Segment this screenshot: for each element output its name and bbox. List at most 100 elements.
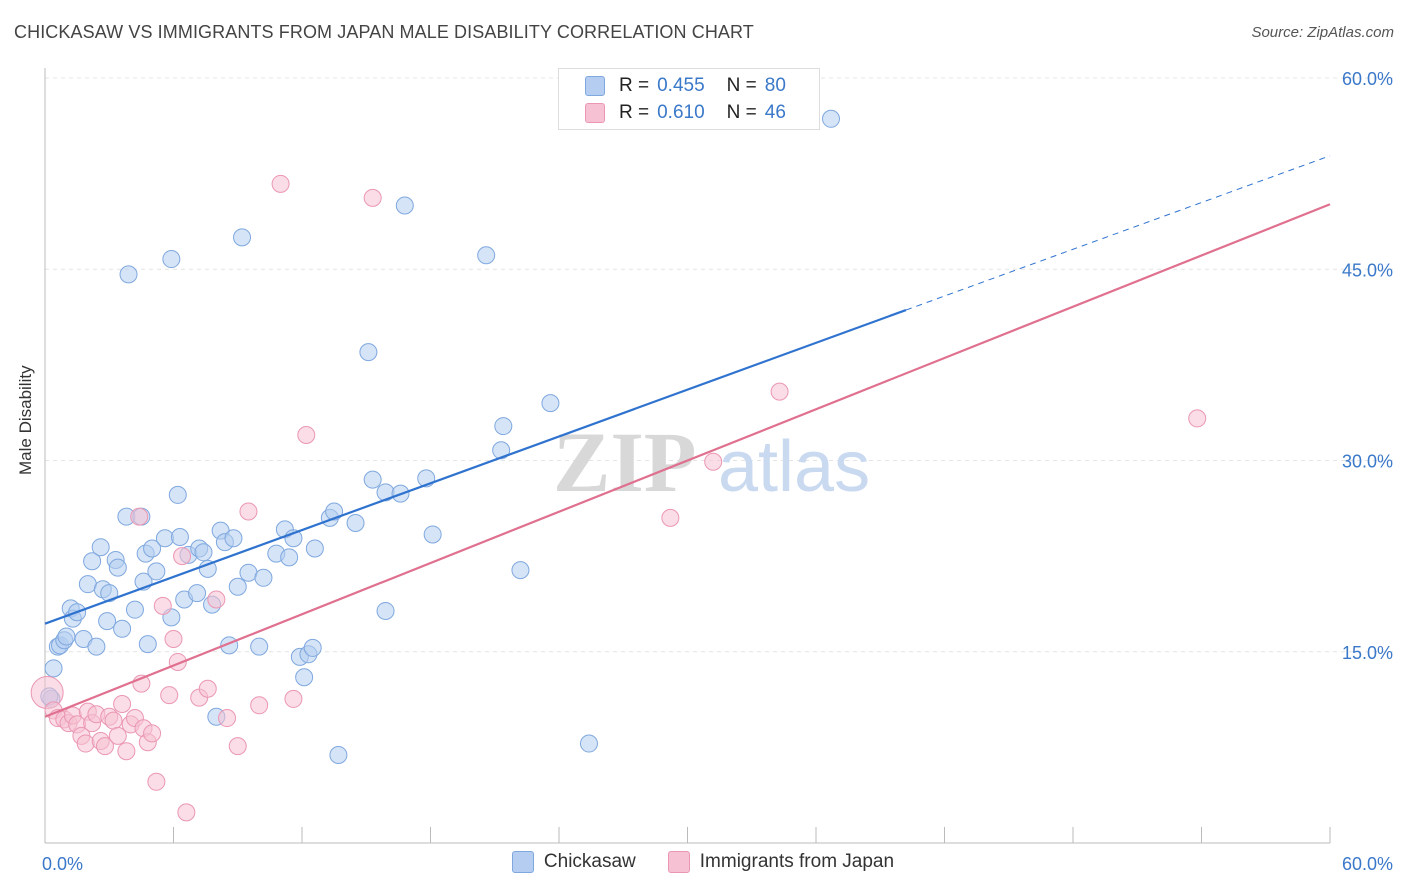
chickasaw-point	[57, 627, 76, 646]
japan-point	[177, 803, 196, 822]
japan-point	[153, 596, 172, 615]
chickasaw-point	[91, 538, 110, 557]
legend-r-label: R =	[619, 102, 650, 123]
chickasaw-point	[108, 558, 127, 577]
japan-point	[207, 590, 226, 609]
series-swatch-chickasaw	[511, 851, 534, 873]
y-tick-label: 15.0%	[1342, 643, 1393, 663]
japan-point	[143, 724, 162, 743]
chickasaw-point	[305, 539, 324, 558]
legend-n-label: N =	[726, 75, 757, 96]
legend-r-label: R =	[619, 75, 650, 96]
legend-r-value: 0.455	[657, 75, 705, 96]
japan-point	[704, 452, 723, 471]
chickasaw-point	[346, 513, 365, 532]
chickasaw-point	[250, 637, 269, 656]
chickasaw-point	[100, 584, 119, 603]
japan-point	[239, 502, 258, 521]
chickasaw-point	[138, 635, 157, 654]
legend-n-value: 80	[764, 75, 786, 96]
watermark-atlas: atlas	[718, 427, 870, 507]
japan-point	[147, 772, 166, 791]
chickasaw-point	[224, 529, 243, 548]
chickasaw-point	[579, 734, 598, 753]
chickasaw-point	[113, 619, 132, 638]
japan-point	[164, 630, 183, 648]
chickasaw-point	[98, 612, 117, 631]
stats-legend: R = 0.455 N = 80 R = 0.610 N = 46	[558, 68, 820, 130]
legend-n-label: N =	[726, 102, 757, 123]
chickasaw-point	[78, 575, 97, 594]
legend-row-japan: R = 0.610 N = 46	[585, 101, 786, 125]
japan-point	[661, 508, 680, 527]
chickasaw-point	[477, 246, 496, 265]
chickasaw-point	[359, 343, 378, 362]
y-tick-label: 30.0%	[1342, 452, 1393, 472]
series-legend-japan[interactable]: Immigrants from Japan	[667, 851, 895, 873]
japan-point	[284, 689, 303, 708]
japan-point	[297, 426, 316, 444]
japan-point	[95, 737, 114, 756]
chart-title: CHICKASAW VS IMMIGRANTS FROM JAPAN MALE …	[14, 22, 754, 42]
chickasaw-point	[44, 659, 63, 678]
chickasaw-point	[228, 577, 247, 596]
japan-point	[363, 188, 382, 207]
japan-point	[117, 742, 136, 761]
japan-point	[160, 686, 179, 705]
chickasaw-point	[119, 265, 138, 284]
series-legend-chickasaw[interactable]: Chickasaw	[511, 851, 636, 873]
x-tick-label: 60.0%	[1342, 854, 1393, 874]
japan-point	[104, 711, 123, 730]
chickasaw-point	[194, 543, 213, 562]
japan-point	[198, 679, 217, 698]
chickasaw-point	[155, 529, 174, 548]
chickasaw-point	[303, 638, 322, 657]
legend-swatch-japan	[585, 103, 605, 123]
chickasaw-point	[363, 470, 382, 489]
japan-point	[108, 726, 127, 745]
series-name-japan: Immigrants from Japan	[699, 851, 895, 872]
japan-point	[76, 734, 95, 753]
y-tick-label: 45.0%	[1342, 260, 1393, 280]
chickasaw-point	[254, 568, 273, 587]
chickasaw-point	[395, 196, 414, 215]
chickasaw-point	[492, 441, 511, 460]
japan-point	[113, 695, 132, 714]
chickasaw-point	[162, 250, 181, 269]
chickasaw-point	[821, 109, 840, 128]
japan-point	[228, 737, 247, 756]
chickasaw-point	[376, 601, 395, 620]
chickasaw-point	[188, 584, 207, 603]
series-swatch-japan	[667, 851, 690, 873]
legend-swatch-chickasaw	[585, 76, 605, 96]
chickasaw-point	[125, 600, 144, 619]
legend-r-value: 0.610	[657, 102, 705, 123]
chickasaw-point	[198, 559, 217, 578]
chickasaw-point	[170, 528, 189, 546]
japan-point	[173, 547, 192, 566]
chickasaw-point	[168, 485, 187, 504]
chickasaw-point	[239, 563, 258, 582]
chickasaw-point	[280, 548, 299, 567]
chickasaw-point	[295, 668, 314, 687]
chickasaw-point	[147, 562, 166, 581]
japan-point	[1188, 409, 1207, 428]
y-axis-label: Male Disability	[16, 365, 35, 475]
chickasaw-point	[494, 417, 513, 436]
legend-row-chickasaw: R = 0.455 N = 80	[585, 74, 786, 98]
chickasaw-point	[87, 637, 106, 656]
chart-source: Source: ZipAtlas.com	[1251, 24, 1394, 41]
watermark-zip: ZIP	[553, 414, 696, 510]
chickasaw-trendline	[44, 309, 907, 625]
chickasaw-point	[423, 525, 442, 544]
chickasaw-trendline-extension	[905, 155, 1331, 311]
series-legend: Chickasaw Immigrants from Japan	[0, 851, 1406, 873]
japan-point	[218, 709, 237, 728]
legend-n-value: 46	[764, 102, 786, 123]
chickasaw-point	[511, 561, 530, 580]
chickasaw-point	[233, 228, 252, 247]
series-name-chickasaw: Chickasaw	[543, 851, 636, 872]
japan-point	[271, 174, 290, 193]
x-tick-label: 0.0%	[42, 854, 83, 874]
chickasaw-point	[329, 746, 348, 765]
